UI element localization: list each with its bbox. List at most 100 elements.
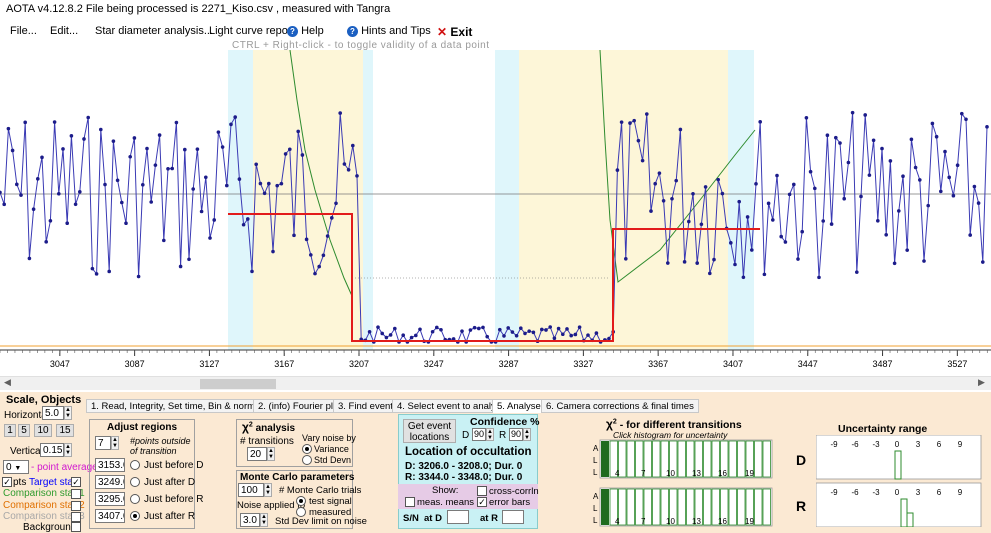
horizontal-input[interactable]: 5.0 — [42, 406, 64, 420]
scroll-right-icon[interactable]: ▶ — [978, 377, 985, 387]
meas-means-label: meas. means — [417, 497, 475, 508]
menu-file[interactable]: File... — [10, 25, 37, 37]
target-star-label: Target star — [29, 477, 77, 488]
zoom-15-button[interactable]: 15 — [56, 424, 74, 437]
data-point — [985, 125, 989, 129]
test-signal-radio[interactable] — [296, 496, 306, 506]
tab-camera-corrections[interactable]: 6. Camera corrections & final times — [541, 399, 699, 413]
uncertainty-tick-label: 3 — [916, 488, 921, 497]
confidence-r-input[interactable]: 90 — [509, 428, 523, 441]
data-point — [246, 217, 250, 221]
monte-carlo-trials-spinner[interactable]: ▲ ▼ — [264, 483, 272, 497]
menu-light-curve-report[interactable]: Light curve report — [209, 25, 295, 37]
vertical-spinner[interactable]: ▲ ▼ — [64, 443, 72, 457]
data-point — [40, 155, 44, 160]
menu-star-diameter[interactable]: Star diameter analysis... — [95, 25, 213, 37]
data-point — [296, 129, 301, 134]
data-point — [712, 257, 716, 262]
transitions-input[interactable]: 20 — [247, 447, 267, 461]
transitions-spinner[interactable]: ▲ ▼ — [267, 447, 275, 461]
menu-hints[interactable]: ? Hints and Tips — [347, 25, 431, 37]
data-point — [666, 261, 670, 265]
confidence-d-label: D — [462, 430, 470, 441]
std-dev-limit-input[interactable]: 3.0 — [240, 513, 260, 527]
meas-means-checkbox[interactable] — [405, 497, 415, 507]
data-point — [783, 240, 788, 244]
just-before-d-input[interactable]: 3153.0 — [95, 458, 125, 472]
data-point — [485, 334, 490, 339]
std-devn-radio[interactable] — [302, 455, 312, 465]
menu-edit[interactable]: Edit... — [50, 25, 79, 37]
data-point — [61, 147, 65, 151]
get-event-locations-button[interactable]: Get event locations — [403, 419, 456, 443]
comparison-star-3-checkbox[interactable] — [71, 512, 81, 522]
chi-histograms[interactable]: A L L 4 7 10 13 16 19 A L L 4 7 10 13 16… — [590, 438, 786, 528]
d-side-label-l1: L — [593, 456, 598, 465]
light-curve-plot[interactable]: 3047 3087 3127 3167 3207 3247 3287 3327 3367 3407… — [0, 50, 991, 376]
tab-analyse[interactable]: 5. Analyse — [492, 399, 546, 413]
tab-fourier-plot[interactable]: 2. (info) Fourier plot — [253, 399, 346, 413]
comparison-star-2-checkbox[interactable] — [71, 501, 81, 511]
cross-corrln-checkbox[interactable] — [477, 486, 487, 496]
just-before-d-radio[interactable] — [130, 460, 140, 470]
cross-corrln-label: cross-corrln — [489, 486, 539, 497]
window-title: AOTA v4.12.8.2 File being processed is 2… — [0, 0, 991, 20]
data-point — [170, 166, 174, 171]
point-average-select[interactable]: 0 ▼ — [3, 460, 29, 474]
data-point — [821, 219, 825, 223]
monte-carlo-trials-input[interactable]: 100 — [238, 483, 264, 497]
data-point — [792, 182, 796, 187]
scroll-left-icon[interactable]: ◀ — [4, 377, 11, 387]
x-tick-label: 3047 — [50, 359, 70, 369]
data-point — [825, 133, 830, 138]
comparison-star-1-checkbox[interactable] — [71, 489, 81, 499]
background-checkbox[interactable] — [71, 522, 81, 532]
data-point — [157, 133, 162, 137]
menu-exit[interactable]: ✕ Exit — [437, 25, 472, 39]
data-point — [960, 111, 964, 116]
pts-checkbox[interactable]: ✓ — [2, 477, 12, 487]
zoom-10-button[interactable]: 10 — [34, 424, 52, 437]
menu-help[interactable]: ? Help — [287, 25, 324, 37]
just-after-d-input[interactable]: 3249.0 — [95, 475, 125, 489]
data-point — [968, 233, 972, 237]
horizontal-spinner[interactable]: ▲ ▼ — [64, 406, 72, 420]
vertical-input[interactable]: 0.15 — [40, 443, 64, 457]
data-point — [926, 203, 930, 208]
just-after-r-radio[interactable] — [130, 511, 140, 521]
tab-read-integrity[interactable]: 1. Read, Integrity, Set time, Bin & norm… — [86, 399, 280, 413]
variance-radio[interactable] — [302, 444, 312, 454]
std-dev-limit-spinner[interactable]: ▲ ▼ — [260, 513, 268, 527]
data-point — [367, 330, 372, 334]
data-point — [544, 328, 548, 332]
sn-at-d-value — [447, 510, 469, 524]
measured-radio[interactable] — [296, 507, 306, 517]
scroll-thumb[interactable] — [200, 379, 276, 389]
just-after-d-label: Just after D — [144, 477, 196, 488]
just-after-d-radio[interactable] — [130, 477, 140, 487]
d-histogram-frame[interactable] — [599, 439, 773, 479]
data-point — [132, 136, 137, 140]
points-outside-input[interactable]: 7 — [95, 436, 111, 450]
just-before-r-input[interactable]: 3295.0 — [95, 492, 125, 506]
data-point — [888, 159, 893, 163]
points-outside-spinner[interactable]: ▲ ▼ — [111, 436, 119, 450]
target-star-checkbox[interactable]: ✓ — [71, 477, 81, 487]
data-point — [892, 261, 897, 266]
confidence-r-spinner[interactable]: ▲ ▼ — [523, 428, 531, 441]
error-bars-checkbox[interactable]: ✓ — [477, 497, 487, 507]
just-after-r-input[interactable]: 3407.0 — [95, 509, 125, 523]
plot-scrollbar[interactable]: ◀ ▶ — [0, 376, 991, 390]
just-before-r-radio[interactable] — [130, 494, 140, 504]
data-point — [573, 332, 578, 337]
r-histogram-frame[interactable] — [599, 487, 773, 527]
confidence-d-input[interactable]: 90 — [472, 428, 486, 441]
zoom-5-button[interactable]: 5 — [18, 424, 30, 437]
chi-transitions-title: - for different transitions — [619, 419, 742, 431]
data-point — [842, 196, 846, 201]
data-point — [758, 120, 762, 124]
histogram-bar — [677, 488, 686, 526]
confidence-d-spinner[interactable]: ▲ ▼ — [486, 428, 494, 441]
data-point — [703, 185, 708, 189]
zoom-1-button[interactable]: 1 — [4, 424, 16, 437]
